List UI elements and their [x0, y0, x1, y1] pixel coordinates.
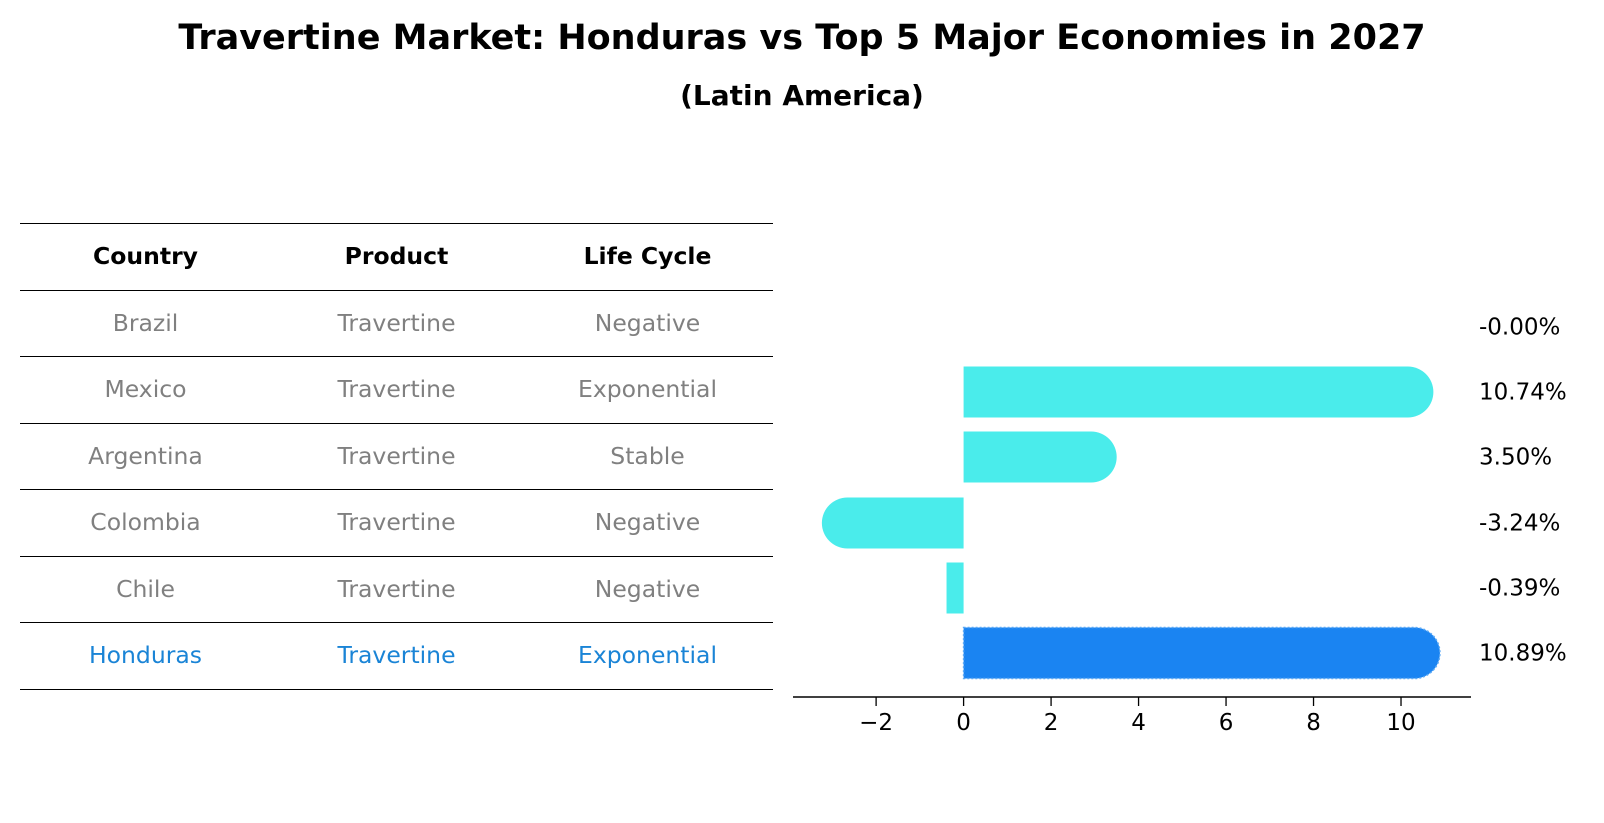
value-label: -0.39% [1479, 576, 1560, 602]
bar [963, 431, 1117, 483]
table-rule [20, 422, 773, 424]
table-cell-life-cycle: Exponential [578, 641, 717, 669]
table-cell-product: Travertine [337, 375, 456, 403]
x-tick-label: 0 [956, 710, 971, 736]
bar [963, 366, 1434, 418]
bar [946, 562, 964, 614]
value-label: 3.50% [1479, 445, 1552, 471]
value-label: 10.89% [1479, 641, 1567, 667]
table-rule [20, 223, 773, 224]
table-cell-product: Travertine [337, 641, 456, 669]
table-rule [20, 555, 773, 557]
x-tick-label: 2 [1044, 710, 1059, 736]
table-cell-product: Travertine [337, 441, 456, 470]
table-rule [20, 622, 773, 623]
x-tick-label: 6 [1219, 710, 1234, 736]
x-tick-label: 8 [1306, 710, 1321, 736]
chart-subtitle: (Latin America) [680, 79, 924, 112]
table-cell-product: Travertine [337, 508, 456, 536]
table-rule [20, 289, 773, 291]
x-tick-label: −2 [859, 710, 893, 736]
x-tick-label: 4 [1131, 710, 1146, 736]
table-cell-product: Travertine [337, 574, 456, 603]
header-life-cycle: Life Cycle [583, 242, 712, 270]
table-cell-life-cycle: Negative [594, 308, 701, 337]
table-cell-country: Mexico [104, 375, 187, 403]
x-tick-label: 10 [1386, 710, 1415, 736]
table-rule [20, 688, 773, 690]
bar [821, 497, 964, 549]
table-cell-country: Brazil [112, 308, 179, 337]
header-country: Country [93, 242, 198, 270]
table-cell-country: Chile [116, 574, 175, 603]
table-cell-country: Colombia [90, 508, 201, 536]
header-product: Product [344, 242, 449, 270]
table-cell-product: Travertine [337, 308, 456, 337]
table-cell-life-cycle: Exponential [578, 375, 717, 403]
table-rule [20, 489, 773, 490]
table-cell-life-cycle: Negative [594, 508, 701, 536]
bar [962, 626, 1441, 680]
value-label: -0.00% [1479, 315, 1560, 341]
value-label: -3.24% [1479, 511, 1560, 537]
table-cell-country: Argentina [88, 441, 203, 470]
table-cell-life-cycle: Stable [610, 441, 685, 470]
table-rule [20, 356, 773, 357]
table-cell-life-cycle: Negative [594, 574, 701, 603]
chart-title: Travertine Market: Honduras vs Top 5 Maj… [178, 18, 1426, 58]
value-label: 10.74% [1479, 380, 1567, 406]
table-cell-country: Honduras [88, 641, 203, 669]
